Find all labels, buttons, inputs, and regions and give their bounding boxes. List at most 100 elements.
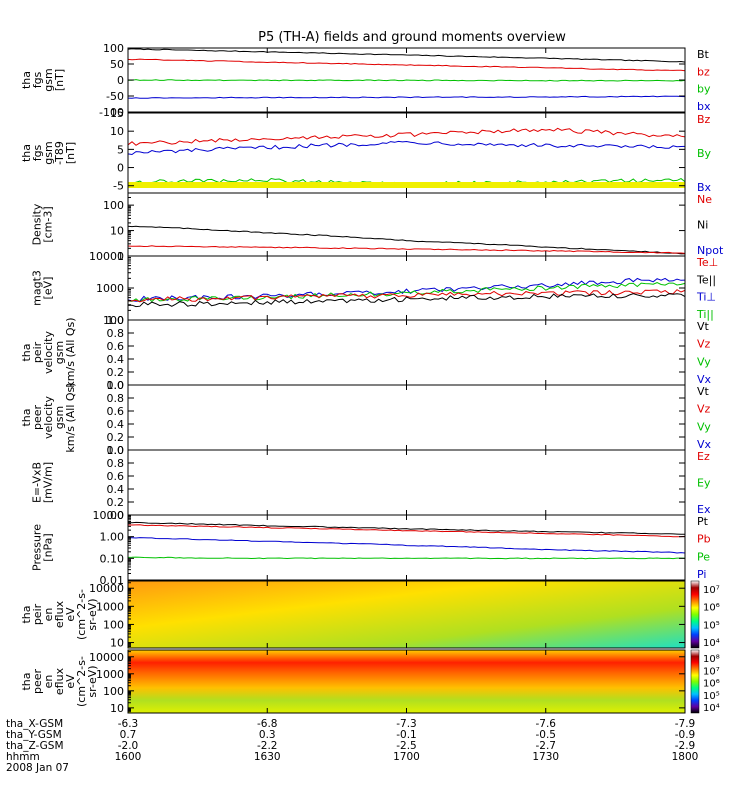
- legend-entry: Ti⊥: [696, 291, 716, 304]
- x-axis-labels: tha_X-GSM -6.3 -6.8 -7.3 -7.6 -7.9 tha_Y-GSM 0.…: [6, 718, 698, 774]
- colorbar-label: 10⁶: [703, 679, 720, 690]
- legend-entry: bz: [697, 65, 710, 78]
- series-line-te-: [127, 289, 686, 303]
- quality-flag-bar: [128, 182, 685, 188]
- x-row-value: -7.6: [536, 718, 557, 730]
- legend-entry: Pt: [697, 515, 709, 528]
- y-tick-label: 100: [103, 685, 124, 698]
- colorbar-label: 10⁶: [703, 603, 720, 614]
- colorbar-label: 10⁵: [703, 620, 720, 631]
- y-axis-label: tha: [20, 605, 33, 623]
- series-line-bz: [127, 127, 686, 146]
- y-tick-label: 0: [117, 74, 124, 87]
- y-axis-label: eV: [64, 674, 77, 689]
- panels: 100500-50-100thafgsgsm[nT]Btbzbybx151050…: [20, 42, 724, 715]
- y-tick-label: 0.0: [107, 509, 125, 522]
- y-axis-label: velocity: [42, 396, 55, 439]
- heatmap-ion-eflux: [128, 581, 685, 648]
- y-tick-label: -100: [99, 106, 124, 119]
- x-row-value: -0.9: [675, 729, 696, 741]
- series-line-ti-: [127, 277, 686, 302]
- y-axis-label: tha: [20, 672, 33, 690]
- colorbar-label: 10⁷: [703, 585, 720, 596]
- y-axis-label: tha: [20, 408, 33, 426]
- legend-entry: Bx: [697, 181, 712, 194]
- panel-frame: [127, 319, 686, 386]
- x-row-label: tha_Z-GSM: [6, 740, 64, 752]
- y-tick-label: 0.4: [107, 483, 125, 496]
- x-row-label: tha_X-GSM: [6, 718, 63, 730]
- series-line-pt: [127, 521, 686, 535]
- y-tick-label: 0.6: [107, 340, 125, 353]
- y-axis-label: [nT]: [64, 142, 77, 164]
- y-axis-label: [nT]: [53, 69, 66, 91]
- x-row-value: -2.5: [396, 740, 417, 752]
- y-axis-label: [nPa]: [42, 533, 55, 561]
- legend-entry: Ni: [697, 219, 708, 232]
- x-axis-row: tha_Y-GSM 0.7 0.3 -0.1 -0.5 -0.9: [6, 729, 695, 741]
- y-axis-label: Density: [31, 203, 44, 245]
- y-axis-label: (cm^2-s-: [75, 656, 88, 707]
- y-axis-label: gsm: [53, 341, 66, 364]
- y-tick-label: 100: [103, 42, 124, 55]
- y-tick-label: 0.6: [107, 470, 125, 483]
- series-line-bx: [127, 95, 686, 99]
- x-row-value: 1800: [672, 751, 699, 763]
- y-tick-label: 0.01: [100, 574, 125, 587]
- x-row-value: -2.0: [118, 740, 139, 752]
- y-tick-label: 1.0: [107, 444, 125, 457]
- y-tick-label: 10.00: [93, 509, 125, 522]
- legend-entry: Vx: [697, 438, 712, 451]
- y-tick-label: 1.00: [100, 531, 125, 544]
- legend-entry: by: [697, 83, 711, 96]
- x-row-value: -0.5: [536, 729, 557, 741]
- series-line-by: [127, 79, 686, 82]
- x-row-value: 0.3: [259, 729, 276, 741]
- y-tick-label: -50: [106, 90, 124, 103]
- y-axis-label: tha: [20, 343, 33, 361]
- y-tick-label: 0.10: [100, 552, 125, 565]
- y-tick-label: 0.6: [107, 405, 125, 418]
- legend-entry: Bz: [697, 113, 711, 126]
- panel-9: 10000 1000 100 10 thapeirenefluxeV(cm^2-s-sr…: [20, 580, 720, 650]
- y-tick-label: 0.4: [107, 353, 125, 366]
- y-tick-label: 1: [117, 250, 124, 263]
- legend-entry: bx: [697, 100, 711, 113]
- y-axis-label: (cm^2-s-: [75, 589, 88, 640]
- y-tick-label: 0.8: [107, 392, 125, 405]
- y-axis-label: -T89: [53, 141, 66, 165]
- x-row-label: hhmm: [6, 751, 40, 763]
- legend-entry: Vy: [697, 355, 711, 368]
- y-tick-label: 10: [110, 637, 124, 650]
- y-axis-label: peir: [31, 341, 44, 363]
- y-tick-label: 1.0: [107, 379, 125, 392]
- legend-entry: Ex: [697, 503, 711, 516]
- panel-frame: [127, 449, 686, 516]
- y-axis-label: en: [42, 675, 55, 689]
- x-row-value: 1730: [532, 751, 559, 763]
- y-axis-label: gsm: [53, 406, 66, 429]
- panel-frame: [127, 112, 686, 194]
- y-tick-label: 10: [110, 702, 124, 715]
- y-axis-label: fgs: [31, 71, 44, 88]
- legend-entry: Vt: [697, 320, 710, 333]
- x-row-value: -0.1: [396, 729, 417, 741]
- legend-entry: Ez: [697, 450, 710, 463]
- legend-entry: Pb: [697, 533, 711, 546]
- y-axis-label: magt3: [31, 270, 44, 306]
- date-label: 2008 Jan 07: [6, 762, 69, 774]
- figure-title: P5 (TH-A) fields and ground moments over…: [258, 30, 566, 45]
- y-tick-label: -5: [113, 180, 124, 193]
- y-tick-label: 1000: [96, 668, 124, 681]
- legend-entry: Te⊥: [696, 256, 718, 269]
- x-row-value: 0.7: [120, 729, 137, 741]
- y-axis-label: sr-eV): [86, 665, 99, 697]
- y-axis-label: velocity: [42, 331, 55, 374]
- series-line-by: [127, 140, 686, 156]
- legend-entry: Te||: [696, 273, 716, 286]
- y-tick-label: 0.0: [107, 444, 125, 457]
- legend-entry: Vz: [697, 338, 711, 351]
- panel-8: 10.00 1.00 0.10 0.01 Pressure[nPa] Pt Pb Pe Pi: [31, 509, 711, 587]
